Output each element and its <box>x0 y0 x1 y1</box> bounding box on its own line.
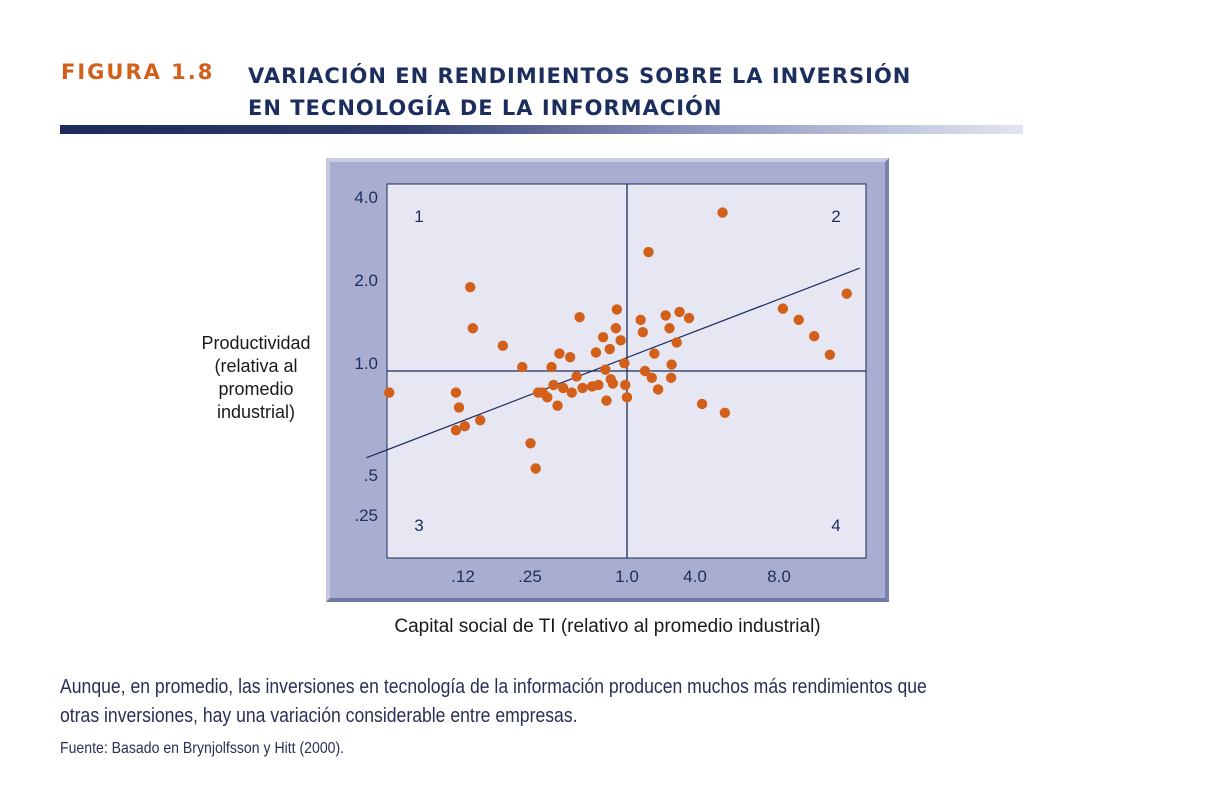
data-point <box>552 400 563 411</box>
data-point <box>665 372 677 384</box>
x-tick-labels: .12 .25 1.0 4.0 8.0 <box>451 567 791 586</box>
data-point <box>525 438 536 449</box>
data-point <box>593 379 604 391</box>
data-point <box>621 392 633 403</box>
data-point <box>717 207 728 218</box>
trend-line-group <box>366 267 860 459</box>
data-point <box>574 311 585 323</box>
x-tick-label: .25 <box>518 567 542 586</box>
quadrant-label: 1 <box>414 207 423 226</box>
data-point <box>450 387 462 398</box>
data-point <box>564 351 576 363</box>
data-point <box>620 379 631 391</box>
data-point <box>600 364 611 375</box>
data-point <box>649 348 660 359</box>
data-point <box>824 349 836 360</box>
data-point <box>453 402 465 413</box>
figure-caption: Aunque, en promedio, las inversiones en … <box>60 676 927 727</box>
data-point <box>601 395 612 406</box>
data-point <box>671 337 682 348</box>
data-point <box>597 332 609 343</box>
quadrant-labels: 1 2 3 4 <box>414 207 840 535</box>
x-axis-label: Capital social de TI (relativo al promed… <box>394 616 821 637</box>
data-point <box>475 415 486 426</box>
data-point <box>683 312 695 324</box>
data-point <box>719 407 731 418</box>
figure-label: FIGURA 1.8 <box>61 60 215 84</box>
data-point <box>450 425 462 436</box>
quadrant-label: 3 <box>414 516 423 535</box>
data-point <box>808 330 820 342</box>
y-tick-label: .25 <box>354 506 378 525</box>
data-point <box>646 372 658 384</box>
x-tick-label: 4.0 <box>683 567 707 586</box>
data-point <box>793 314 804 326</box>
data-point <box>619 358 630 369</box>
y-tick-label: 4.0 <box>354 188 378 207</box>
data-point <box>542 392 553 403</box>
data-point <box>546 361 557 373</box>
data-point <box>777 303 789 314</box>
y-tick-labels: 4.0 2.0 1.0 .5 .25 <box>354 188 378 525</box>
figure-title: VARIACIÓN EN RENDIMIENTOS SOBRE LA INVER… <box>248 60 911 124</box>
data-point <box>465 282 476 293</box>
data-point <box>497 340 509 351</box>
figure-source: Fuente: Basado en Brynjolfsson y Hitt (2… <box>60 740 345 757</box>
figure-title-line-2: EN TECNOLOGÍA DE LA INFORMACIÓN <box>248 96 723 120</box>
quadrant-label: 4 <box>831 516 840 535</box>
y-tick-label: 1.0 <box>354 354 378 373</box>
data-point <box>571 371 582 382</box>
data-point <box>607 378 619 389</box>
data-point <box>637 326 649 338</box>
data-point <box>635 314 646 326</box>
data-point <box>696 398 708 410</box>
data-point <box>557 382 569 394</box>
data-point <box>467 323 479 334</box>
y-axis-label: Productividad (relativa al promedio indu… <box>201 333 311 422</box>
data-point <box>660 310 671 321</box>
data-point <box>566 387 577 398</box>
x-tick-label: 8.0 <box>767 567 791 586</box>
data-point <box>459 420 471 432</box>
data-point <box>611 304 623 315</box>
y-tick-label: .5 <box>364 466 378 485</box>
data-point <box>841 288 852 299</box>
title-divider <box>60 125 1023 134</box>
data-point <box>604 343 615 355</box>
data-point <box>548 379 559 391</box>
data-point <box>384 387 395 398</box>
trend-line <box>366 267 860 459</box>
data-point <box>664 323 675 334</box>
reference-lines <box>387 184 866 558</box>
data-point <box>517 361 528 373</box>
data-points <box>384 207 852 474</box>
data-point <box>577 382 588 394</box>
y-tick-label: 2.0 <box>354 271 378 290</box>
x-tick-label: 1.0 <box>615 567 639 586</box>
data-point <box>590 347 602 358</box>
quadrant-label: 2 <box>831 207 840 226</box>
data-point <box>615 335 626 346</box>
data-point <box>652 384 664 395</box>
x-tick-label: .12 <box>451 567 475 586</box>
data-point <box>554 348 565 359</box>
data-point <box>674 306 685 318</box>
data-point <box>666 359 677 370</box>
data-point <box>639 365 651 377</box>
data-point <box>610 323 622 334</box>
figure-title-line-1: VARIACIÓN EN RENDIMIENTOS SOBRE LA INVER… <box>248 64 912 88</box>
data-point <box>643 246 654 258</box>
data-point <box>530 463 541 474</box>
